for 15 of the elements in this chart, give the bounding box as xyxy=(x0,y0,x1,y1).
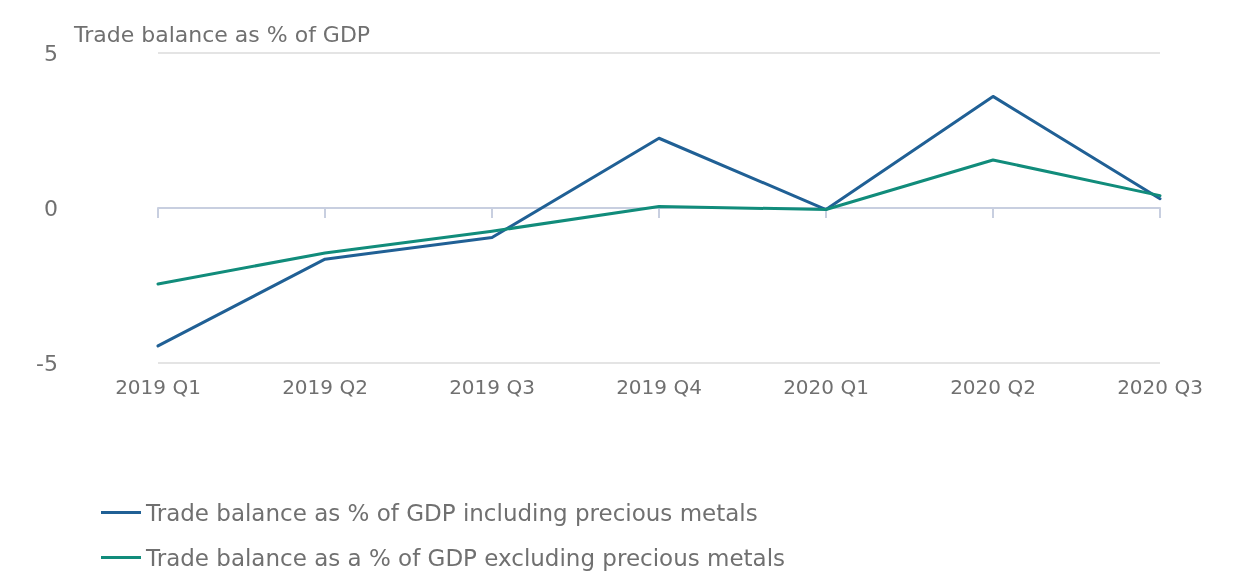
line-series xyxy=(156,94,1162,348)
x-tick-label: 2019 Q4 xyxy=(616,375,702,399)
legend-label: Trade balance as a % of GDP excluding precious metals xyxy=(145,544,786,571)
x-tick-label: 2019 Q3 xyxy=(449,375,535,399)
x-tick-label: 2020 Q2 xyxy=(950,375,1036,399)
x-tick-label: 2020 Q1 xyxy=(783,375,869,399)
y-tick-label: 0 xyxy=(44,195,58,221)
x-tick-label: 2019 Q1 xyxy=(115,375,201,399)
x-tick-label: 2020 Q3 xyxy=(1117,375,1203,399)
line-series xyxy=(156,158,1162,286)
y-axis-title: Trade balance as % of GDP xyxy=(73,21,371,47)
y-tick-label: -5 xyxy=(36,350,58,376)
y-tick-label: 5 xyxy=(44,40,58,66)
x-tick-label: 2019 Q2 xyxy=(282,375,368,399)
legend-label: Trade balance as % of GDP including precious metals xyxy=(145,499,758,526)
